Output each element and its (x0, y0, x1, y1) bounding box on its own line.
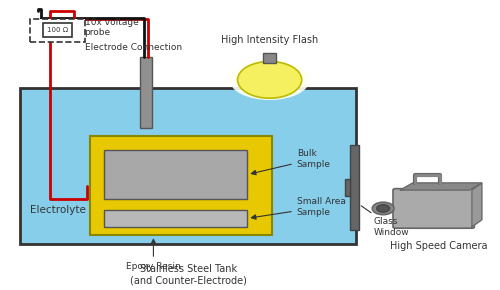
FancyBboxPatch shape (90, 136, 272, 235)
FancyBboxPatch shape (264, 53, 276, 63)
Text: Stainless Steel Tank
(and Counter-Electrode): Stainless Steel Tank (and Counter-Electr… (130, 264, 246, 285)
Text: Bulk
Sample: Bulk Sample (252, 149, 331, 175)
Polygon shape (472, 183, 482, 227)
Ellipse shape (230, 60, 310, 100)
FancyBboxPatch shape (42, 23, 72, 37)
Ellipse shape (238, 63, 302, 96)
Text: High Intensity Flash: High Intensity Flash (221, 35, 318, 45)
Circle shape (376, 205, 390, 212)
FancyBboxPatch shape (345, 179, 350, 196)
Text: Epoxy Resin: Epoxy Resin (126, 239, 181, 271)
Circle shape (238, 61, 302, 98)
Text: 10x voltage
probe: 10x voltage probe (84, 18, 138, 37)
FancyBboxPatch shape (350, 145, 359, 230)
FancyBboxPatch shape (30, 19, 84, 42)
Polygon shape (400, 183, 482, 190)
Text: High Speed Camera: High Speed Camera (390, 241, 488, 251)
FancyBboxPatch shape (104, 151, 248, 199)
FancyBboxPatch shape (104, 210, 248, 227)
FancyBboxPatch shape (140, 57, 152, 128)
FancyBboxPatch shape (393, 189, 474, 228)
Text: Electrode Connection: Electrode Connection (84, 43, 182, 52)
Text: 100 Ω: 100 Ω (47, 27, 68, 33)
Text: Glass
Window: Glass Window (361, 206, 409, 237)
Text: Small Area
Sample: Small Area Sample (252, 197, 346, 219)
Text: Electrolyte: Electrolyte (30, 205, 86, 215)
Circle shape (372, 202, 394, 215)
FancyBboxPatch shape (20, 88, 356, 244)
